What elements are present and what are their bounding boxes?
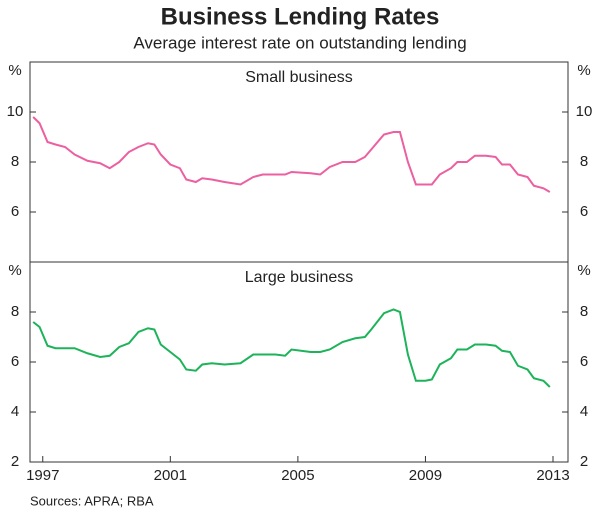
x-tick-label: 2009: [409, 467, 442, 484]
y-tick-label-right: 6: [580, 353, 588, 370]
data-line: [32, 308, 551, 388]
y-tick-label-right: 8: [580, 153, 588, 170]
y-unit-label: %: [577, 62, 590, 79]
y-tick-label-right: 6: [580, 203, 588, 220]
source-note: Sources: APRA; RBA: [30, 493, 154, 508]
x-tick-label: 2005: [281, 467, 314, 484]
y-tick-label: 6: [11, 353, 19, 370]
y-tick-label: 2: [11, 453, 19, 470]
y-tick-label-right: 10: [576, 103, 593, 120]
y-tick-label-right: 8: [580, 303, 588, 320]
y-tick-label: 6: [11, 203, 19, 220]
panel-title: Small business: [245, 69, 353, 86]
y-tick-label-right: 2: [580, 453, 588, 470]
panel-title: Large business: [245, 269, 354, 286]
y-unit-label: %: [8, 62, 21, 79]
x-tick-label: 2001: [154, 467, 187, 484]
y-tick-label: 10: [7, 103, 24, 120]
panel-frame: [29, 261, 569, 463]
y-tick-label: 4: [11, 403, 19, 420]
y-unit-label: %: [8, 262, 21, 279]
x-tick-label: 2013: [536, 467, 569, 484]
y-unit-label: %: [577, 262, 590, 279]
x-tick-label: 1997: [26, 467, 59, 484]
chart-subtitle: Average interest rate on outstanding len…: [133, 33, 466, 52]
y-tick-label-right: 4: [580, 403, 588, 420]
data-line: [32, 116, 551, 193]
y-tick-label: 8: [11, 153, 19, 170]
y-tick-label: 8: [11, 303, 19, 320]
panel-frame: [29, 61, 569, 263]
chart-title: Business Lending Rates: [161, 3, 440, 30]
